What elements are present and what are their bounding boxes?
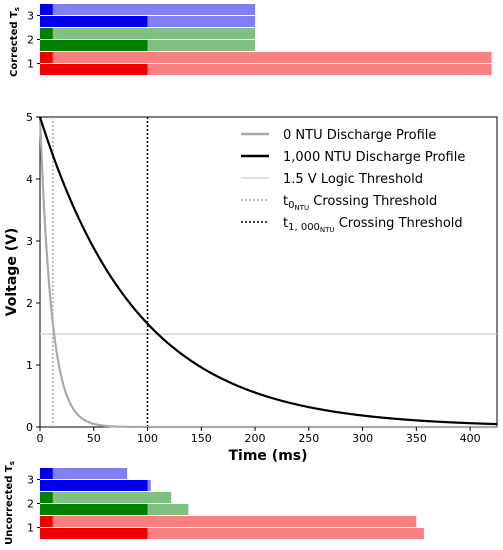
uncorrected-bar-row2-upper-light xyxy=(52,492,172,503)
uncorrected-bar-row1-upper-light xyxy=(52,516,417,527)
uncorrected-bar-row1-upper-dark xyxy=(40,516,53,527)
corrected-bar-row1-lower-dark xyxy=(40,64,148,75)
uncorrected-row-label-3: 3 xyxy=(27,474,34,487)
x-tick-label-350: 350 xyxy=(406,432,427,445)
x-tick-label-100: 100 xyxy=(137,432,158,445)
corrected-bar-row1-upper-dark xyxy=(40,52,53,63)
legend-label-threshold: 1.5 V Logic Threshold xyxy=(283,172,423,187)
corrected-panel: Corrected Ts 1 2 3 xyxy=(9,4,492,77)
main-panel: 0 50 100 150 200 250 300 350 400 0 1 2 3 4 5 Time (ms)… xyxy=(4,111,498,464)
corrected-bar-row3-upper-light xyxy=(52,4,256,15)
uncorrected-bar-row2-lower-light xyxy=(147,504,189,515)
legend: 0 NTU Discharge Profile 1,000 NTU Discha… xyxy=(241,128,465,234)
uncorrected-bar-row1-lower-dark xyxy=(40,528,148,539)
corrected-bar-row2-lower-light xyxy=(147,40,256,51)
corrected-bar-row3-lower-dark xyxy=(40,16,148,27)
y-tick-label-4: 4 xyxy=(26,173,33,186)
y-tick-label-3: 3 xyxy=(26,235,33,248)
legend-label-crossing-1000: t1, 000NTU Crossing Threshold xyxy=(283,216,463,234)
uncorrected-bar-row2-lower-dark xyxy=(40,504,148,515)
x-tick-label-50: 50 xyxy=(87,432,101,445)
x-tick-label-200: 200 xyxy=(245,432,266,445)
uncorrected-bar-row1-lower-light xyxy=(147,528,424,539)
main-content xyxy=(38,116,498,429)
uncorrected-row-label-2: 2 xyxy=(27,498,34,511)
legend-label-profile-1000: 1,000 NTU Discharge Profile xyxy=(283,150,465,165)
uncorrected-panel: Uncorrected Ts 1 2 3 xyxy=(4,461,424,545)
y-axis-label: Voltage (V) xyxy=(4,228,20,317)
legend-label-profile-0: 0 NTU Discharge Profile xyxy=(283,128,436,143)
x-tick-label-400: 400 xyxy=(460,432,481,445)
x-tick-label-250: 250 xyxy=(298,432,319,445)
x-tick-label-300: 300 xyxy=(352,432,373,445)
corrected-row-label-2: 2 xyxy=(27,34,34,47)
corrected-row-label-3: 3 xyxy=(27,10,34,23)
corrected-bar-row3-lower-light xyxy=(147,16,256,27)
y-tick-label-0: 0 xyxy=(26,421,33,434)
corrected-bar-row3-upper-dark xyxy=(40,4,53,15)
uncorrected-bar-row2-upper-dark xyxy=(40,492,53,503)
corrected-ylabel: Corrected Ts xyxy=(9,7,21,77)
x-axis-label: Time (ms) xyxy=(228,448,307,464)
uncorrected-bar-row3-upper-light xyxy=(52,468,128,479)
legend-label-crossing-0: t0NTU Crossing Threshold xyxy=(283,194,437,212)
uncorrected-bar-row3-lower-light xyxy=(147,480,151,491)
x-tick-label-0: 0 xyxy=(37,432,44,445)
uncorrected-bar-row3-lower-dark xyxy=(40,480,148,491)
corrected-bar-row2-upper-light xyxy=(52,28,256,39)
uncorrected-ylabel: Uncorrected Ts xyxy=(4,461,16,545)
uncorrected-row-label-1: 1 xyxy=(27,522,34,535)
corrected-bar-row1-upper-light xyxy=(52,52,492,63)
series-line-profile-1000 xyxy=(38,116,498,426)
series-line-profile-0 xyxy=(38,116,497,429)
x-tick-label-150: 150 xyxy=(191,432,212,445)
y-tick-label-2: 2 xyxy=(26,297,33,310)
corrected-bar-row1-lower-light xyxy=(147,64,492,75)
main-ticks: 0 50 100 150 200 250 300 350 400 0 1 2 3 4 5 xyxy=(26,111,481,445)
y-tick-label-5: 5 xyxy=(26,111,33,124)
corrected-row-label-1: 1 xyxy=(27,58,34,71)
corrected-bar-row2-lower-dark xyxy=(40,40,148,51)
corrected-bar-row2-upper-dark xyxy=(40,28,53,39)
y-tick-label-1: 1 xyxy=(26,359,33,372)
uncorrected-bar-row3-upper-dark xyxy=(40,468,53,479)
